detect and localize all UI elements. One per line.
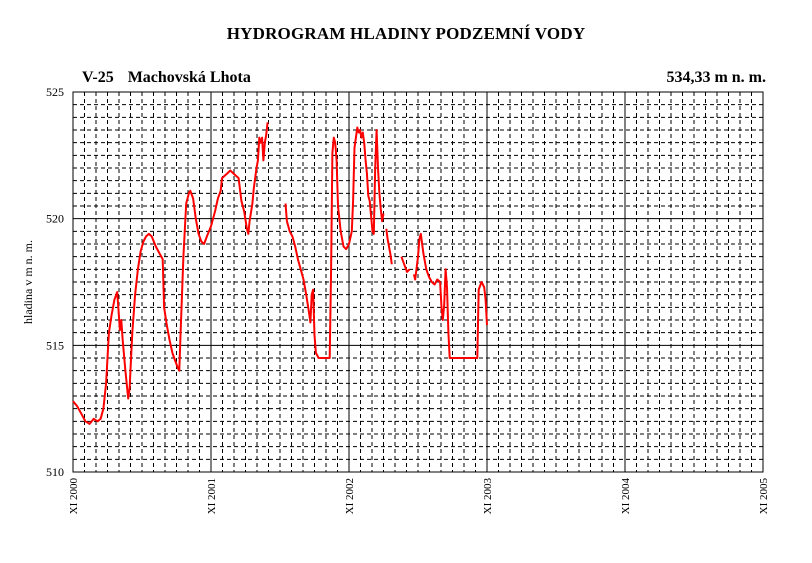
plot-border: [72, 91, 764, 473]
chart-title: HYDROGRAM HLADINY PODZEMNÍ VODY: [226, 24, 586, 43]
x-tick-label: XI 2001: [206, 478, 218, 514]
x-tick-label: XI 2004: [620, 478, 632, 515]
series-line-segment: [385, 228, 393, 265]
station-label: V-25 Machovská Lhota: [82, 69, 251, 87]
station-name: Machovská Lhota: [127, 69, 251, 86]
y-axis-label: hladina v m n. m.: [21, 240, 35, 324]
y-tick-label: 510: [46, 465, 64, 479]
series-line-segment: [400, 256, 411, 273]
series-line-segment: [412, 232, 488, 359]
station-code: V-25: [82, 69, 114, 86]
series-line-segment: [72, 122, 269, 425]
station-elevation: 534,33 m n. m.: [666, 69, 766, 86]
x-tick-label: XI 2003: [482, 478, 494, 515]
y-tick-label: 520: [46, 212, 64, 226]
series-line-segment: [284, 126, 385, 359]
x-tick-label: XI 2000: [68, 478, 80, 515]
y-tick-label: 515: [46, 338, 64, 352]
x-tick-label: XI 2002: [344, 478, 356, 514]
x-tick-label: XI 2005: [758, 478, 770, 515]
y-tick-label: 525: [46, 85, 64, 99]
